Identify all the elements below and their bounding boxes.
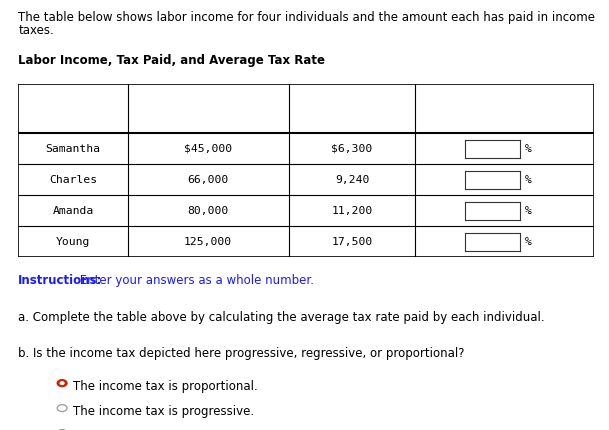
Text: 80,000: 80,000 xyxy=(188,206,229,216)
Text: $6,300: $6,300 xyxy=(331,144,373,154)
Text: Samantha: Samantha xyxy=(46,144,100,154)
Text: 11,200: 11,200 xyxy=(331,206,373,216)
Text: Individual: Individual xyxy=(38,104,107,114)
Text: (percent): (percent) xyxy=(474,113,535,123)
Text: Amanda: Amanda xyxy=(52,206,94,216)
Text: %: % xyxy=(525,175,532,185)
Text: Tax Paid: Tax Paid xyxy=(325,96,379,106)
Text: %: % xyxy=(525,144,532,154)
Text: b. Is the income tax depicted here progressive, regressive, or proportional?: b. Is the income tax depicted here progr… xyxy=(18,347,465,360)
Text: %: % xyxy=(525,237,532,247)
Text: 9,240: 9,240 xyxy=(335,175,369,185)
Text: taxes.: taxes. xyxy=(18,24,54,37)
Text: Enter your answers as a whole number.: Enter your answers as a whole number. xyxy=(76,274,314,287)
Text: Instructions:: Instructions: xyxy=(18,274,103,287)
Text: (dollars): (dollars) xyxy=(177,113,239,123)
Text: $45,000: $45,000 xyxy=(184,144,232,154)
Text: Labor Income, Tax Paid, and Average Tax Rate: Labor Income, Tax Paid, and Average Tax … xyxy=(18,54,325,67)
Text: %: % xyxy=(525,206,532,216)
Text: (dollars): (dollars) xyxy=(321,113,383,123)
Text: Charles: Charles xyxy=(49,175,97,185)
Text: Young: Young xyxy=(56,237,90,247)
Text: The table below shows labor income for four individuals and the amount each has : The table below shows labor income for f… xyxy=(18,11,595,24)
Text: 17,500: 17,500 xyxy=(331,237,373,247)
Text: The income tax is progressive.: The income tax is progressive. xyxy=(73,405,254,418)
Text: a. Complete the table above by calculating the average tax rate paid by each ind: a. Complete the table above by calculati… xyxy=(18,311,545,324)
Text: Average Tax Rate: Average Tax Rate xyxy=(449,96,560,106)
Text: The income tax is proportional.: The income tax is proportional. xyxy=(73,380,258,393)
Text: 125,000: 125,000 xyxy=(184,237,232,247)
Text: Labor Income: Labor Income xyxy=(167,96,250,106)
Text: 66,000: 66,000 xyxy=(188,175,229,185)
